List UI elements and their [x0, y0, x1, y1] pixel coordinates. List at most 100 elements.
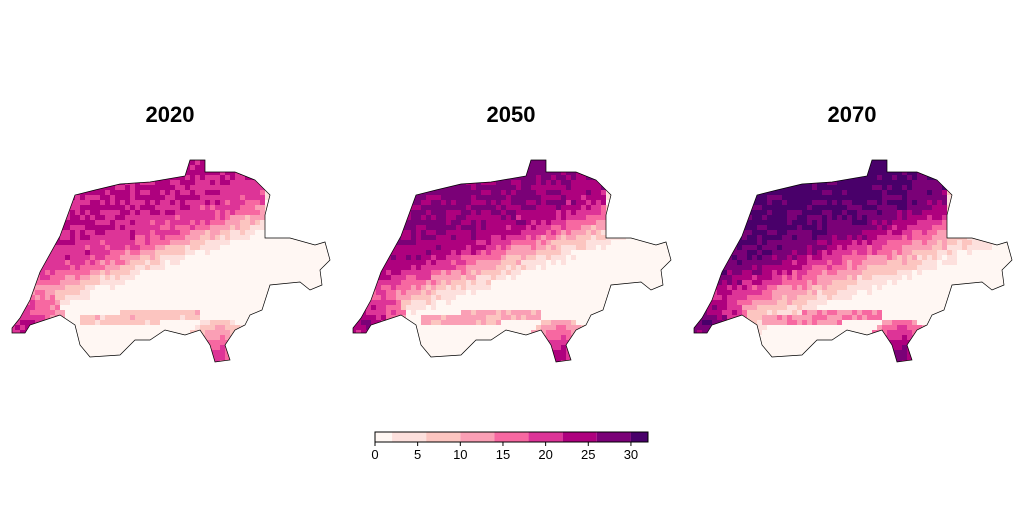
- raster-cell: [426, 295, 431, 300]
- raster-cell: [386, 175, 391, 180]
- raster-cell: [85, 320, 90, 325]
- raster-cell: [65, 300, 70, 305]
- raster-cell: [541, 310, 546, 315]
- raster-cell: [90, 175, 95, 180]
- raster-cell: [80, 155, 85, 160]
- raster-cell: [456, 165, 461, 170]
- raster-cell: [190, 215, 195, 220]
- raster-cell: [461, 305, 466, 310]
- raster-cell: [526, 230, 531, 235]
- raster-cell: [551, 290, 556, 295]
- raster-cell: [576, 215, 581, 220]
- raster-cell: [406, 280, 411, 285]
- raster-cell: [361, 200, 366, 205]
- raster-cell: [160, 220, 165, 225]
- raster-cell: [521, 235, 526, 240]
- raster-cell: [391, 305, 396, 310]
- raster-cell: [200, 240, 205, 245]
- raster-cell: [225, 235, 230, 240]
- raster-cell: [305, 340, 310, 345]
- raster-cell: [20, 190, 25, 195]
- raster-cell: [280, 185, 285, 190]
- raster-cell: [270, 330, 275, 335]
- raster-cell: [235, 255, 240, 260]
- raster-cell: [325, 215, 330, 220]
- raster-cell: [353, 265, 356, 270]
- raster-cell: [200, 325, 205, 330]
- raster-cell: [85, 225, 90, 230]
- raster-cell: [120, 260, 125, 265]
- raster-cell: [481, 230, 486, 235]
- raster-cell: [541, 260, 546, 265]
- raster-cell: [290, 170, 295, 175]
- raster-cell: [386, 260, 391, 265]
- raster-cell: [175, 320, 180, 325]
- raster-cell: [235, 345, 240, 350]
- raster-cell: [431, 250, 436, 255]
- raster-cell: [511, 230, 516, 235]
- raster-cell: [140, 310, 145, 315]
- raster-cell: [70, 270, 75, 275]
- raster-cell: [361, 260, 366, 265]
- raster-cell: [366, 225, 371, 230]
- raster-cell: [526, 275, 531, 280]
- raster-cell: [30, 250, 35, 255]
- raster-cell: [25, 205, 30, 210]
- raster-cell: [536, 195, 541, 200]
- raster-cell: [531, 300, 536, 305]
- raster-cell: [325, 270, 330, 275]
- raster-cell: [521, 295, 526, 300]
- raster-cell: [636, 160, 641, 165]
- raster-cell: [260, 190, 265, 195]
- raster-cell: [300, 220, 305, 225]
- raster-cell: [556, 210, 561, 215]
- raster-cell: [105, 300, 110, 305]
- raster-cell: [110, 180, 115, 185]
- raster-cell: [225, 255, 230, 260]
- raster-cell: [461, 235, 466, 240]
- raster-cell: [215, 170, 220, 175]
- raster-cell: [511, 260, 516, 265]
- raster-cell: [110, 205, 115, 210]
- raster-cell: [90, 310, 95, 315]
- raster-cell: [80, 230, 85, 235]
- raster-cell: [295, 360, 300, 362]
- raster-cell: [145, 305, 150, 310]
- raster-cell: [285, 175, 290, 180]
- raster-cell: [200, 315, 205, 320]
- raster-cell: [526, 220, 531, 225]
- raster-cell: [421, 205, 426, 210]
- raster-cell: [230, 320, 235, 325]
- raster-cell: [651, 260, 656, 265]
- raster-cell: [526, 240, 531, 245]
- raster-cell: [636, 230, 641, 235]
- raster-cell: [606, 275, 611, 280]
- raster-cell: [45, 360, 50, 362]
- raster-cell: [546, 300, 551, 305]
- raster-cell: [20, 155, 25, 160]
- raster-cell: [461, 230, 466, 235]
- raster-cell: [20, 355, 25, 360]
- raster-cell: [245, 210, 250, 215]
- raster-cell: [120, 265, 125, 270]
- raster-cell: [60, 190, 65, 195]
- raster-cell: [421, 230, 426, 235]
- raster-cell: [501, 315, 506, 320]
- raster-cell: [661, 295, 666, 300]
- raster-cell: [260, 320, 265, 325]
- raster-cell: [431, 285, 436, 290]
- raster-cell: [606, 245, 611, 250]
- raster-cell: [80, 225, 85, 230]
- raster-cell: [50, 265, 55, 270]
- raster-cell: [205, 195, 210, 200]
- raster-cell: [225, 320, 230, 325]
- raster-cell: [386, 195, 391, 200]
- raster-cell: [60, 200, 65, 205]
- raster-cell: [441, 290, 446, 295]
- raster-cell: [511, 240, 516, 245]
- raster-cell: [235, 325, 240, 330]
- raster-cell: [205, 190, 210, 195]
- raster-cell: [195, 165, 200, 170]
- raster-cell: [556, 310, 561, 315]
- raster-cell: [140, 175, 145, 180]
